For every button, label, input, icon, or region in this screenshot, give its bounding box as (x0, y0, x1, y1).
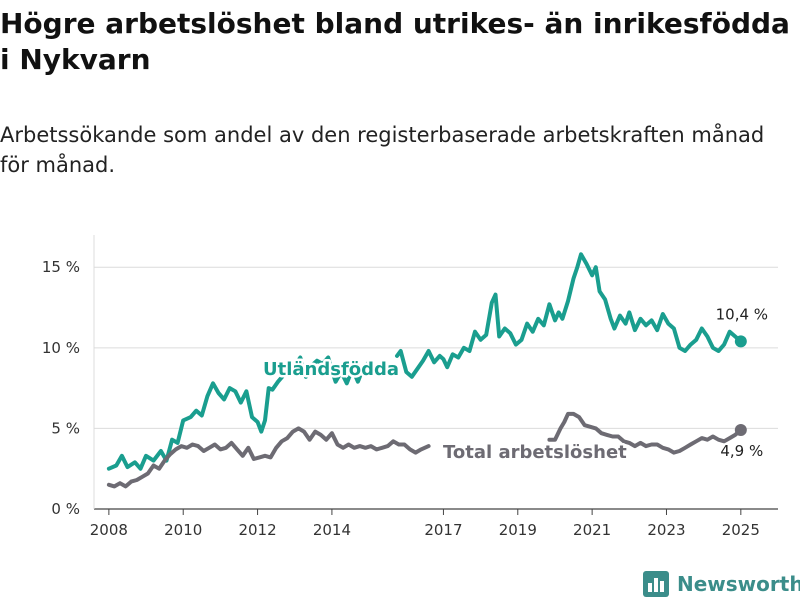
end-point-utländsfödda (734, 335, 747, 348)
series-line-total-arbetslöshet (547, 411, 743, 455)
x-tick-label: 2023 (647, 521, 685, 539)
y-tick-label: 0 % (51, 500, 80, 518)
brand-logo[interactable]: Newsworthy (643, 569, 800, 599)
series-line-utländsfödda (395, 252, 743, 379)
x-tick-label: 2008 (90, 521, 128, 539)
chart-title: Högre arbetslöshet bland utrikes- än inr… (0, 7, 790, 76)
y-tick-label: 15 % (42, 258, 80, 276)
series-line-utländsfödda (106, 355, 375, 471)
x-tick-label: 2014 (313, 521, 351, 539)
end-value-label: 10,4 % (716, 305, 768, 323)
chart-subtitle: Arbetssökande som andel av den registerb… (0, 123, 765, 177)
bar-chart-logo-icon (643, 571, 669, 597)
x-tick-label: 2021 (573, 521, 611, 539)
x-tick-label: 2012 (238, 521, 276, 539)
series-annotation-label: Utländsfödda (263, 359, 399, 380)
series-line-total-arbetslöshet (106, 426, 431, 489)
x-tick-label: 2025 (722, 521, 760, 539)
chart-axes: 0 % 5 % 10 % 15 % 2008 2010 2012 2014 2017 2019 20… (42, 258, 760, 539)
series-annotation-label: Total arbetslöshet (443, 442, 627, 463)
brand-name: Newsworthy (677, 572, 800, 596)
chart-labels: 10,4 % 4,9 % Utländsfödda Total arbetslöshe… (261, 305, 769, 465)
end-value-label: 4,9 % (720, 442, 763, 460)
x-tick-label: 2017 (424, 521, 462, 539)
x-tick-label: 2019 (499, 521, 537, 539)
y-tick-label: 5 % (51, 419, 80, 437)
chart-series (106, 252, 747, 489)
chart-grid (93, 235, 778, 510)
x-tick-label: 2010 (164, 521, 202, 539)
y-tick-label: 10 % (42, 339, 80, 357)
end-point-total-arbetslöshet (734, 424, 747, 437)
